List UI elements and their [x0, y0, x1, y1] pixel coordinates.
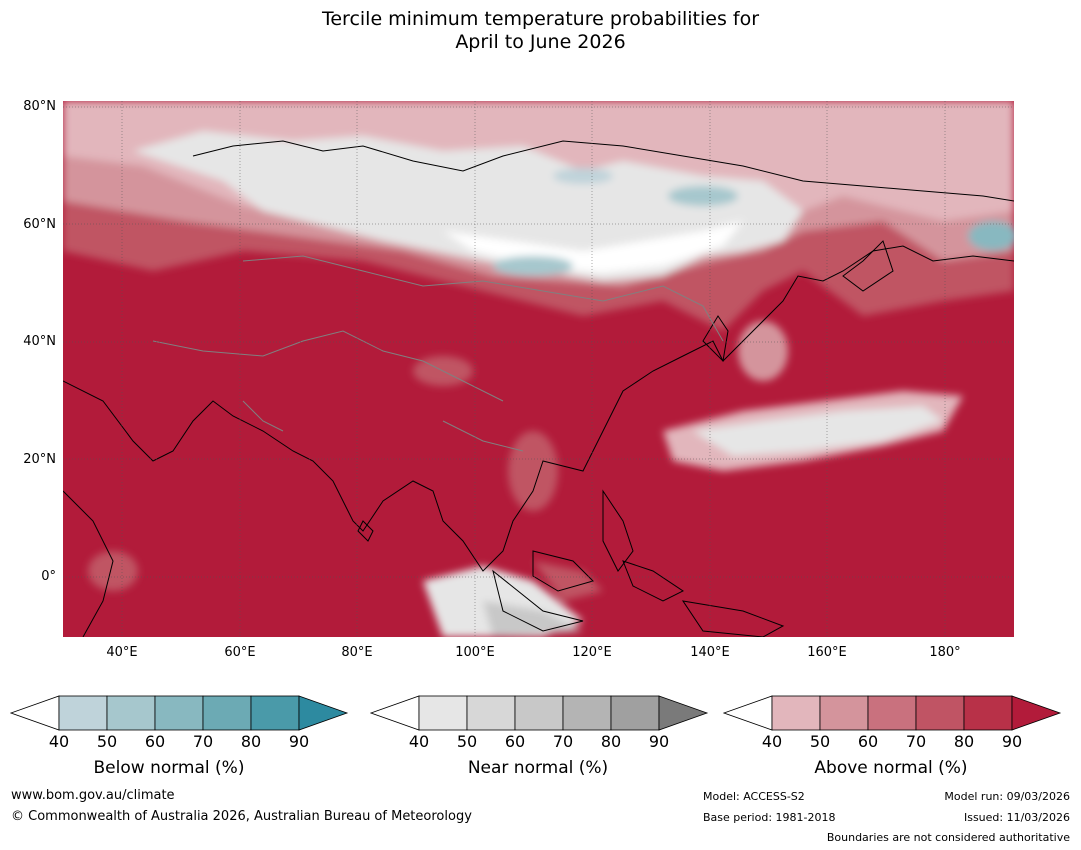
copyright: © Commonwealth of Australia 2026, Austra… [11, 809, 472, 824]
title-line-2: April to June 2026 [455, 31, 626, 53]
forecast-map [63, 101, 1014, 637]
tick: 80 [953, 732, 975, 751]
base-period: Base period: 1981-2018 [703, 811, 836, 824]
colorbar-swatch [202, 695, 252, 731]
lon-label-140e: 140°E [690, 645, 730, 660]
colorbar-near-swatches [418, 695, 660, 731]
tick: 50 [809, 732, 831, 751]
tick: 70 [552, 732, 574, 751]
lon-label-80e: 80°E [341, 645, 373, 660]
lon-label-40e: 40°E [106, 645, 138, 660]
title-line-1: Tercile minimum temperature probabilitie… [321, 8, 760, 30]
boundaries-disclaimer: Boundaries are not considered authoritat… [826, 831, 1070, 844]
tick: 40 [761, 732, 783, 751]
lon-label-160e: 160°E [807, 645, 847, 660]
lat-label-80n: 80°N [23, 99, 56, 114]
colorbar-near-title: Near normal (%) [467, 758, 609, 778]
tick: 80 [600, 732, 622, 751]
colorbar-swatch [963, 695, 1013, 731]
lon-label-120e: 120°E [572, 645, 612, 660]
colorbar-swatch [915, 695, 965, 731]
tick: 70 [905, 732, 927, 751]
colorbar-swatch [58, 695, 108, 731]
issued-date: Issued: 11/03/2026 [963, 811, 1070, 824]
tick: 40 [48, 732, 70, 751]
lat-label-40n: 40°N [23, 334, 56, 349]
tick: 50 [96, 732, 118, 751]
lon-label-180: 180° [929, 645, 961, 660]
tick: 50 [456, 732, 478, 751]
colorbar-above-title: Above normal (%) [814, 758, 968, 778]
colorbar-below-title: Below normal (%) [93, 758, 245, 778]
tick: 60 [504, 732, 526, 751]
tick: 90 [648, 732, 670, 751]
probability-fields [63, 101, 1014, 637]
lon-label-60e: 60°E [224, 645, 256, 660]
colorbar-near [370, 695, 709, 731]
model-run-date: Model run: 09/03/2026 [944, 790, 1070, 803]
lat-label-20n: 20°N [23, 452, 56, 467]
lat-label-0: 0° [41, 569, 56, 584]
colorbar-swatch [466, 695, 516, 731]
tick: 90 [1001, 732, 1023, 751]
country-borders [152, 255, 724, 452]
colorbar-above-swatches [771, 695, 1013, 731]
colorbar-swatch [771, 695, 821, 731]
colorbar-swatch [250, 695, 300, 731]
colorbar-swatch [562, 695, 612, 731]
lat-label-60n: 60°N [23, 217, 56, 232]
colorbar-swatch [106, 695, 156, 731]
map-svg [63, 101, 1014, 637]
colorbar-swatch [867, 695, 917, 731]
tick: 70 [192, 732, 214, 751]
tick: 90 [288, 732, 310, 751]
colorbar-below [10, 695, 349, 731]
colorbar-swatch [154, 695, 204, 731]
colorbar-swatch [418, 695, 468, 731]
graticule [63, 101, 1014, 637]
website-link[interactable]: www.bom.gov.au/climate [11, 788, 175, 803]
colorbar-swatch [610, 695, 660, 731]
model-name: Model: ACCESS-S2 [703, 790, 805, 803]
colorbar-swatch [514, 695, 564, 731]
tick: 40 [408, 732, 430, 751]
colorbar-above [723, 695, 1062, 731]
map-title: Tercile minimum temperature probabilitie… [0, 8, 1081, 54]
colorbar-below-swatches [58, 695, 300, 731]
tick: 80 [240, 732, 262, 751]
tick: 60 [857, 732, 879, 751]
tick: 60 [144, 732, 166, 751]
lon-label-100e: 100°E [455, 645, 495, 660]
colorbar-swatch [819, 695, 869, 731]
